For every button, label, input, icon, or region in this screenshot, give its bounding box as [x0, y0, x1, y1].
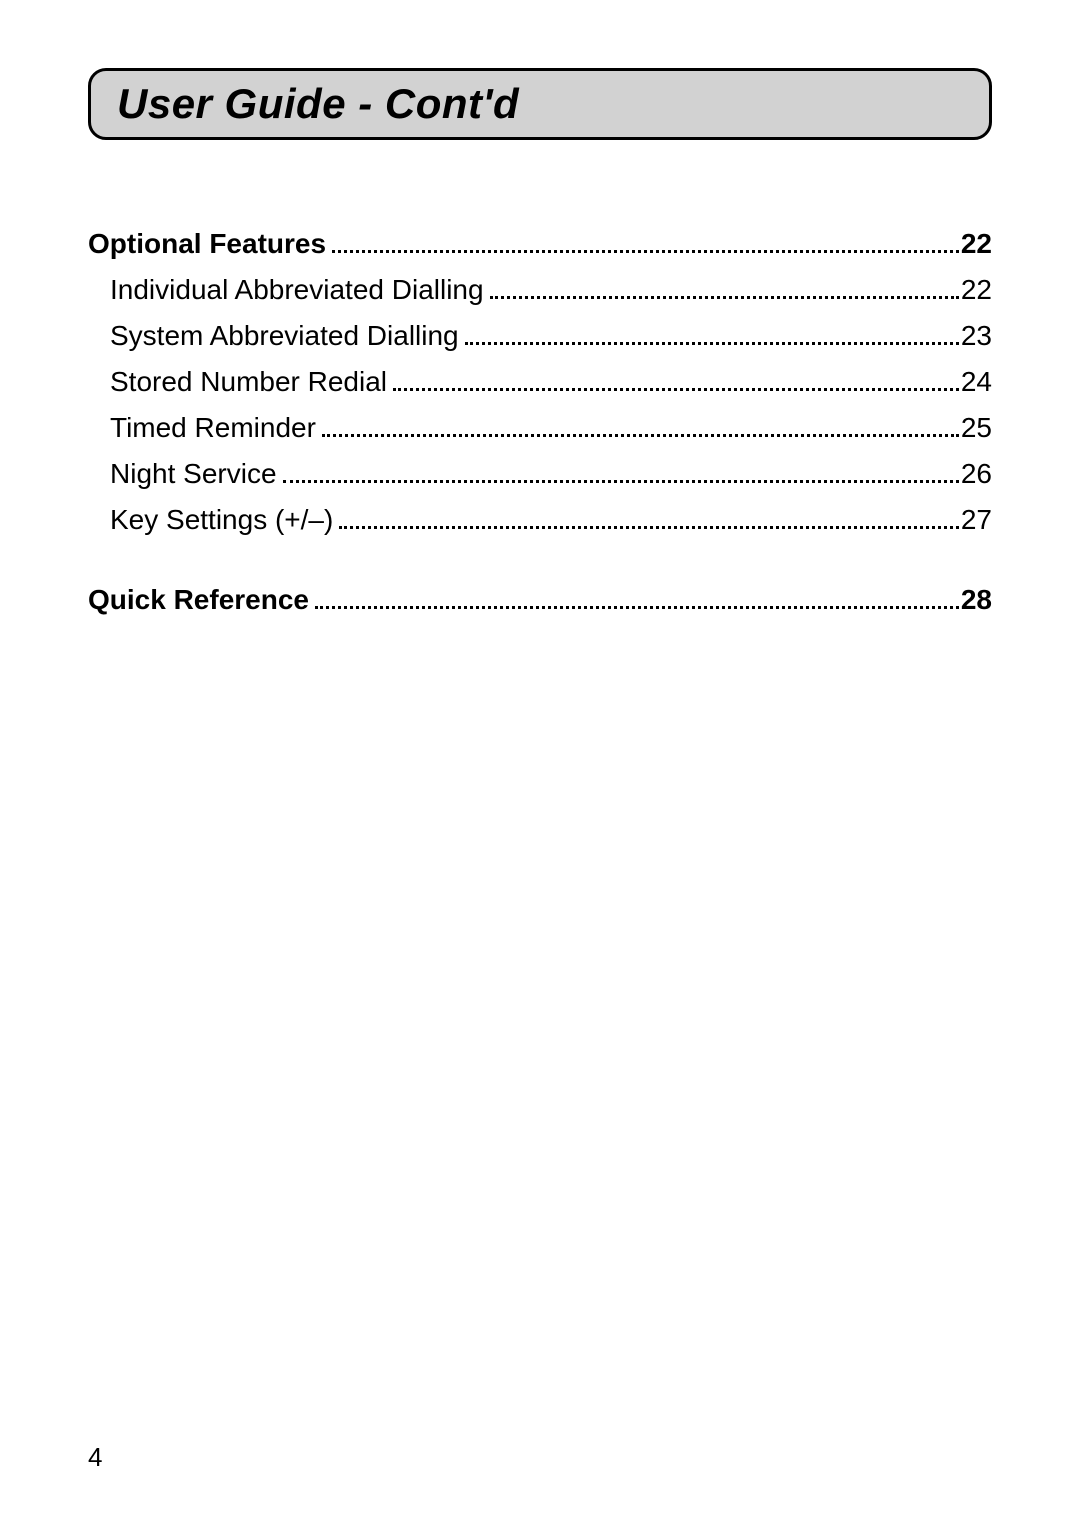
toc-label: Night Service — [110, 458, 277, 490]
toc-leader-dots — [283, 480, 959, 483]
toc-page: 25 — [961, 412, 992, 444]
toc-sub-row: Night Service 26 — [88, 458, 992, 490]
toc-leader-dots — [490, 296, 959, 299]
toc-page: 26 — [961, 458, 992, 490]
toc-label: Quick Reference — [88, 584, 309, 616]
page-title: User Guide - Cont'd — [117, 80, 519, 128]
toc-page: 22 — [961, 274, 992, 306]
toc-sub-row: Timed Reminder 25 — [88, 412, 992, 444]
toc-leader-dots — [315, 606, 959, 609]
table-of-contents: Optional Features22Individual Abbreviate… — [88, 228, 992, 616]
toc-leader-dots — [465, 342, 959, 345]
page-number: 4 — [88, 1442, 102, 1473]
toc-sub-row: Stored Number Redial 24 — [88, 366, 992, 398]
toc-leader-dots — [322, 434, 959, 437]
toc-label: Individual Abbreviated Dialling — [110, 274, 484, 306]
toc-label: Key Settings (+/–) — [110, 504, 333, 536]
title-box: User Guide - Cont'd — [88, 68, 992, 140]
toc-leader-dots — [332, 250, 959, 253]
toc-sub-row: System Abbreviated Dialling 23 — [88, 320, 992, 352]
toc-leader-dots — [339, 526, 959, 529]
toc-page: 23 — [961, 320, 992, 352]
toc-label: Stored Number Redial — [110, 366, 387, 398]
toc-label: Timed Reminder — [110, 412, 316, 444]
toc-page: 28 — [961, 584, 992, 616]
toc-section-row: Quick Reference 28 — [88, 584, 992, 616]
toc-page: 22 — [961, 228, 992, 260]
toc-label: Optional Features — [88, 228, 326, 260]
toc-page: 27 — [961, 504, 992, 536]
toc-page: 24 — [961, 366, 992, 398]
toc-leader-dots — [393, 388, 959, 391]
toc-sub-row: Key Settings (+/–) 27 — [88, 504, 992, 536]
toc-sub-row: Individual Abbreviated Dialling 22 — [88, 274, 992, 306]
document-page: User Guide - Cont'd Optional Features22I… — [0, 0, 1080, 1529]
toc-gap — [88, 550, 992, 584]
toc-label: System Abbreviated Dialling — [110, 320, 459, 352]
toc-section-row: Optional Features 22 — [88, 228, 992, 260]
